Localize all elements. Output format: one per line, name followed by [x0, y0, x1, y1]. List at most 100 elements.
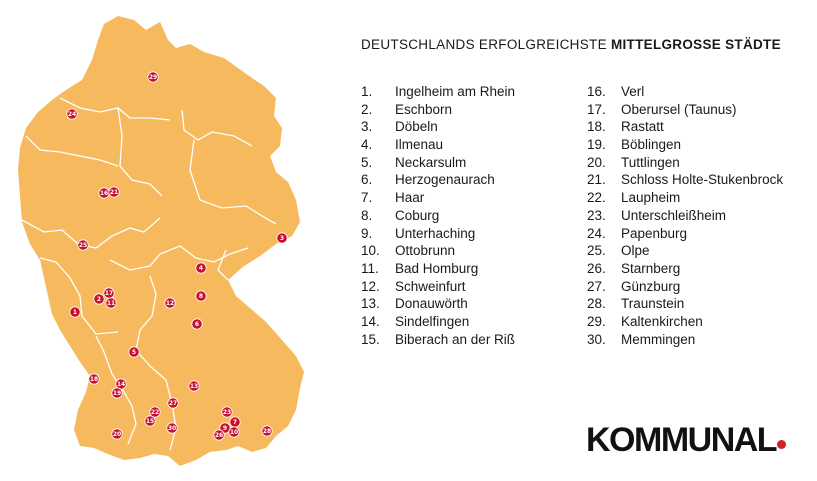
ranking-list-right: 16. Verl 17. Oberursel (Taunus) 18. Rastatt 19… — [587, 83, 783, 348]
pin-marker-icon — [77, 239, 89, 251]
city-name: Döbeln — [395, 119, 438, 135]
pin-marker-icon — [167, 397, 179, 409]
state-border-6 — [21, 217, 161, 249]
city-row-26: 26. Starnberg — [587, 260, 783, 278]
pin-marker-icon — [195, 262, 207, 274]
city-name: Haar — [395, 190, 425, 206]
city-name: Schloss Holte-Stukenbrock — [621, 172, 784, 188]
city-pin-10: 10 — [228, 426, 240, 438]
city-name: Böblingen — [621, 137, 682, 153]
state-border-3 — [117, 107, 163, 197]
city-pin-27: 27 — [167, 397, 179, 409]
city-rank: 1. — [361, 84, 373, 99]
city-row-5: 5. Neckarsulm — [361, 154, 515, 172]
pin-marker-icon — [164, 297, 176, 309]
city-pin-5: 5 — [128, 346, 140, 358]
city-name: Oberursel (Taunus) — [621, 101, 737, 117]
city-row-2: 2. Eschborn — [361, 101, 515, 119]
city-name: Laupheim — [621, 190, 681, 206]
pin-marker-icon — [221, 406, 233, 418]
pin-label: 24 — [68, 111, 76, 118]
city-rank: 22. — [587, 190, 606, 206]
city-name: Tuttlingen — [621, 154, 680, 170]
pin-label: 6 — [195, 321, 199, 328]
pin-marker-icon — [188, 380, 200, 392]
city-row-29: 29. Kaltenkirchen — [587, 313, 783, 331]
pin-label: 8 — [199, 293, 203, 300]
city-pin-11: 11 — [105, 297, 117, 309]
city-row-20: 20. Tuttlingen — [587, 154, 783, 172]
pin-label: 12 — [166, 300, 174, 307]
pin-label: 20 — [113, 431, 121, 438]
city-pin-22: 22 — [149, 406, 161, 418]
pin-label: 25 — [79, 242, 87, 249]
pin-marker-icon — [108, 186, 120, 198]
city-pin-21: 21 — [108, 186, 120, 198]
pin-marker-icon — [213, 429, 225, 441]
city-row-6: 6. Herzogenaurach — [361, 171, 515, 189]
pin-marker-icon — [93, 293, 105, 305]
state-border-5 — [189, 139, 277, 225]
city-name: Coburg — [395, 207, 440, 223]
city-row-24: 24. Papenburg — [587, 225, 783, 243]
city-rank: 23. — [587, 207, 606, 223]
city-rank: 19. — [587, 137, 606, 153]
city-row-21: 21. Schloss Holte-Stukenbrock — [587, 171, 783, 189]
city-row-11: 11. Bad Homburg — [361, 260, 515, 278]
city-row-1: 1. Ingelheim am Rhein — [361, 83, 515, 101]
state-border-10 — [135, 275, 177, 451]
pin-label: 29 — [149, 74, 157, 81]
pin-label: 10 — [230, 429, 238, 436]
pin-label: 3 — [280, 235, 284, 242]
kommunal-logo: KOMMUNAL — [586, 420, 787, 460]
pin-marker-icon — [228, 426, 240, 438]
pin-label: 18 — [90, 376, 98, 383]
city-name: Sindelfingen — [395, 313, 470, 329]
city-name: Verl — [621, 84, 645, 99]
city-rank: 4. — [361, 137, 373, 153]
city-pin-4: 4 — [195, 262, 207, 274]
pin-label: 11 — [107, 300, 115, 307]
pin-label: 27 — [169, 400, 177, 407]
city-rank: 10. — [361, 243, 380, 259]
city-pin-6: 6 — [191, 318, 203, 330]
city-row-8: 8. Coburg — [361, 207, 515, 225]
city-pin-26: 26 — [213, 429, 225, 441]
city-name: Starnberg — [621, 260, 681, 276]
city-rank: 17. — [587, 101, 606, 117]
city-name: Unterschleißheim — [621, 207, 727, 223]
city-rank: 6. — [361, 172, 373, 188]
pin-marker-icon — [103, 287, 115, 299]
city-row-9: 9. Unterhaching — [361, 225, 515, 243]
pin-label: 16 — [100, 190, 108, 197]
city-rank: 9. — [361, 225, 373, 241]
pin-marker-icon — [191, 318, 203, 330]
city-row-13: 13. Donauwörth — [361, 295, 515, 313]
city-rank: 20. — [587, 154, 606, 170]
pin-marker-icon — [111, 387, 123, 399]
state-border-8 — [109, 245, 249, 271]
city-pin-12: 12 — [164, 297, 176, 309]
city-name: Papenburg — [621, 225, 688, 241]
city-row-30: 30. Memmingen — [587, 331, 783, 349]
pin-label: 23 — [223, 409, 231, 416]
city-rank: 28. — [587, 296, 606, 312]
city-rank: 21. — [587, 172, 606, 188]
pin-label: 2 — [97, 296, 101, 303]
city-row-22: 22. Laupheim — [587, 189, 783, 207]
ranking-list-left: 1. Ingelheim am Rhein 2. Eschborn 3. Döbeln 4.… — [361, 83, 515, 348]
pin-marker-icon — [111, 428, 123, 440]
city-pin-16: 16 — [98, 187, 110, 199]
city-name: Eschborn — [395, 101, 453, 117]
pin-label: 28 — [263, 428, 271, 435]
state-border-9 — [95, 335, 137, 445]
city-rank: 3. — [361, 119, 373, 135]
city-rank: 11. — [361, 260, 379, 276]
brand-name: KOMMUNAL — [586, 421, 778, 459]
city-name: Ingelheim am Rhein — [395, 84, 516, 99]
city-rank: 15. — [361, 331, 380, 347]
city-row-7: 7. Haar — [361, 189, 515, 207]
city-name: Ottobrunn — [395, 243, 456, 259]
city-rank: 5. — [361, 154, 373, 170]
